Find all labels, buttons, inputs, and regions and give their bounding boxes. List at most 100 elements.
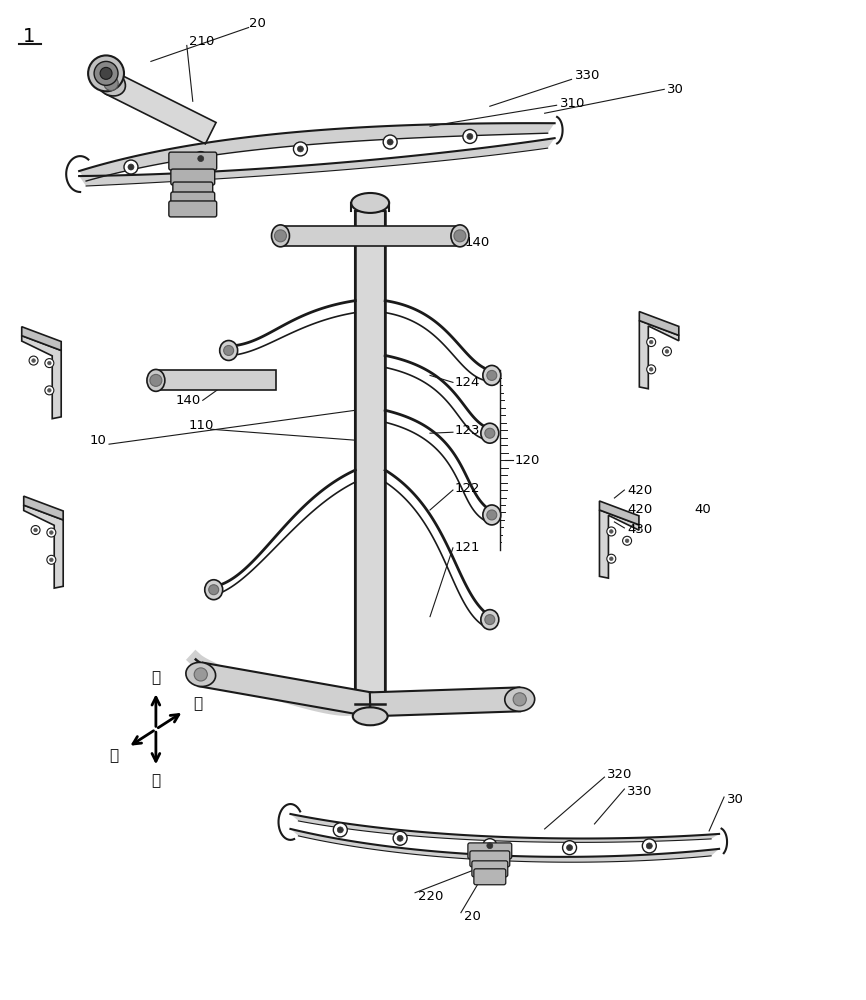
Polygon shape: [281, 226, 460, 246]
Ellipse shape: [451, 225, 469, 247]
Ellipse shape: [186, 662, 216, 687]
FancyBboxPatch shape: [468, 843, 512, 859]
FancyBboxPatch shape: [169, 152, 216, 170]
Text: 210: 210: [189, 35, 214, 48]
Circle shape: [487, 510, 497, 520]
Text: 30: 30: [667, 83, 684, 96]
Circle shape: [275, 230, 287, 242]
Text: 124: 124: [455, 376, 481, 389]
Text: 420: 420: [627, 503, 653, 516]
Polygon shape: [639, 321, 679, 389]
Text: 330: 330: [574, 69, 600, 82]
Text: 1: 1: [23, 27, 36, 46]
Polygon shape: [22, 327, 61, 350]
Circle shape: [209, 585, 219, 595]
Ellipse shape: [204, 580, 223, 600]
Ellipse shape: [481, 423, 499, 443]
Circle shape: [662, 347, 671, 356]
Circle shape: [665, 350, 669, 353]
Circle shape: [223, 345, 234, 355]
Circle shape: [128, 164, 134, 170]
FancyBboxPatch shape: [470, 851, 510, 867]
Circle shape: [48, 361, 51, 365]
Text: 122: 122: [455, 482, 481, 495]
Text: 20: 20: [249, 17, 266, 30]
Polygon shape: [599, 501, 639, 525]
Circle shape: [643, 839, 656, 853]
Circle shape: [387, 139, 393, 145]
Circle shape: [49, 558, 53, 562]
Circle shape: [454, 230, 466, 242]
Polygon shape: [370, 687, 520, 716]
Circle shape: [625, 539, 629, 543]
Polygon shape: [290, 814, 719, 842]
FancyBboxPatch shape: [169, 201, 216, 217]
Polygon shape: [599, 510, 639, 578]
Text: 右: 右: [193, 696, 203, 711]
FancyBboxPatch shape: [171, 169, 215, 185]
Polygon shape: [355, 211, 385, 704]
Text: 120: 120: [514, 454, 540, 467]
Circle shape: [333, 823, 347, 837]
Circle shape: [607, 554, 616, 563]
Polygon shape: [156, 370, 275, 390]
Polygon shape: [198, 663, 372, 716]
Text: 10: 10: [89, 434, 106, 447]
Circle shape: [49, 531, 53, 534]
Text: 40: 40: [695, 503, 711, 516]
Circle shape: [45, 359, 54, 368]
Text: 20: 20: [464, 910, 481, 923]
Polygon shape: [639, 312, 679, 335]
Circle shape: [34, 528, 37, 532]
Polygon shape: [79, 138, 554, 186]
Circle shape: [383, 135, 397, 149]
Text: 123: 123: [455, 424, 481, 437]
Circle shape: [29, 356, 38, 365]
Ellipse shape: [97, 71, 126, 96]
Circle shape: [647, 365, 656, 374]
FancyBboxPatch shape: [171, 192, 215, 206]
Circle shape: [566, 845, 572, 851]
Polygon shape: [290, 829, 719, 862]
Ellipse shape: [352, 193, 389, 213]
Circle shape: [31, 526, 40, 535]
Circle shape: [150, 374, 162, 386]
FancyBboxPatch shape: [472, 861, 507, 877]
Text: 30: 30: [727, 793, 744, 806]
Circle shape: [88, 55, 124, 91]
Text: 上: 上: [152, 670, 160, 685]
Circle shape: [646, 843, 652, 849]
Circle shape: [32, 359, 36, 362]
Text: 320: 320: [607, 768, 633, 781]
Ellipse shape: [272, 225, 289, 247]
Circle shape: [485, 428, 494, 438]
Text: 140: 140: [465, 236, 490, 249]
Polygon shape: [23, 496, 63, 520]
Circle shape: [483, 839, 497, 853]
Ellipse shape: [147, 369, 165, 391]
Text: 310: 310: [559, 97, 585, 110]
Circle shape: [467, 133, 473, 139]
Circle shape: [487, 843, 493, 849]
Circle shape: [485, 615, 494, 625]
Text: 110: 110: [189, 419, 214, 432]
Circle shape: [297, 146, 303, 152]
Circle shape: [124, 160, 138, 174]
Circle shape: [47, 555, 55, 564]
Circle shape: [100, 67, 112, 79]
Text: 330: 330: [627, 785, 653, 798]
Text: 左: 左: [109, 748, 119, 763]
Text: 220: 220: [418, 890, 443, 903]
Circle shape: [397, 835, 403, 841]
Circle shape: [104, 76, 119, 91]
Circle shape: [607, 527, 616, 536]
Text: 140: 140: [176, 394, 201, 407]
Text: 下: 下: [152, 774, 160, 789]
Ellipse shape: [483, 505, 501, 525]
Circle shape: [647, 338, 656, 347]
Circle shape: [338, 827, 343, 833]
Circle shape: [514, 693, 527, 706]
Circle shape: [197, 156, 204, 162]
Circle shape: [47, 528, 55, 537]
Circle shape: [294, 142, 307, 156]
